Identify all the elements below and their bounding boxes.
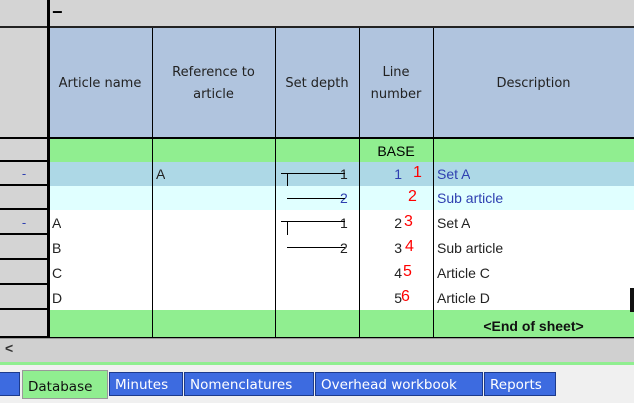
tree-connector-line xyxy=(281,173,345,174)
header-line-number: Line number xyxy=(370,64,422,102)
horizontal-scrollbar[interactable] xyxy=(0,338,634,362)
line-annotation: 1 xyxy=(413,164,422,181)
tree-connector-line xyxy=(287,247,345,248)
header-row xyxy=(48,28,634,139)
table-row[interactable] xyxy=(48,285,634,310)
header-reference: Reference to article xyxy=(172,64,255,102)
row-header[interactable]: - xyxy=(0,210,48,235)
tree-connector-line xyxy=(287,221,288,247)
line-annotation: 5 xyxy=(403,262,412,280)
row-header[interactable] xyxy=(0,310,48,338)
row-header[interactable] xyxy=(0,260,48,285)
table-row[interactable] xyxy=(48,210,634,235)
line-annotation: 6 xyxy=(401,287,410,305)
sheet-tab-overhead-workbook[interactable]: Overhead workbook xyxy=(315,372,483,396)
row-header[interactable] xyxy=(0,139,48,162)
header-article-name: Article name xyxy=(58,75,142,91)
sheet-tab-nomenclatures[interactable]: Nomenclatures xyxy=(184,372,314,396)
group-collapse-button[interactable]: − xyxy=(52,2,63,22)
line-number-cell[interactable]: 3 xyxy=(394,239,402,256)
column-border xyxy=(152,28,153,338)
description-cell[interactable]: Article D xyxy=(437,289,490,306)
group-bar xyxy=(0,0,634,28)
header-description: Description xyxy=(496,75,571,91)
line-annotation: 3 xyxy=(404,212,413,230)
article-name-cell[interactable]: B xyxy=(52,239,62,256)
line-annotation: 4 xyxy=(405,237,414,255)
vertical-scrollbar-thumb[interactable] xyxy=(630,288,634,312)
row-header[interactable] xyxy=(0,235,48,260)
set-depth-cell[interactable]: 1 xyxy=(340,214,348,231)
reference-cell[interactable]: A xyxy=(156,166,166,182)
sheet-tab-reports[interactable]: Reports xyxy=(484,372,556,396)
scroll-left-button[interactable]: < xyxy=(5,340,14,356)
table-row[interactable] xyxy=(48,139,634,162)
sheet-tab-database[interactable]: Database xyxy=(22,370,108,399)
sheet-tab-bs[interactable]: BS xyxy=(0,372,20,396)
tree-connector-line xyxy=(281,221,345,222)
article-name-cell[interactable]: D xyxy=(52,289,63,306)
column-border xyxy=(275,28,276,338)
article-name-cell[interactable]: C xyxy=(52,264,63,281)
description-cell[interactable]: Set A xyxy=(437,166,471,182)
line-number-cell[interactable]: BASE xyxy=(377,142,415,159)
header-set-depth: Set depth xyxy=(285,75,349,91)
end-of-sheet-label: <End of sheet> xyxy=(483,318,584,334)
row-header-border xyxy=(47,0,50,338)
table-row[interactable] xyxy=(48,310,634,338)
line-number-cell[interactable]: 5 xyxy=(394,289,402,306)
line-annotation: 2 xyxy=(408,188,417,205)
article-name-cell[interactable]: A xyxy=(52,214,62,231)
description-cell[interactable]: Article C xyxy=(437,264,490,281)
column-border xyxy=(433,28,434,338)
table-row[interactable] xyxy=(48,260,634,285)
description-cell[interactable]: Set A xyxy=(437,214,471,231)
row-header-top xyxy=(0,28,48,139)
sheet-tab-minutes[interactable]: Minutes xyxy=(109,372,183,396)
line-number-cell[interactable]: 1 xyxy=(394,166,402,182)
row-header[interactable]: - xyxy=(0,162,48,186)
description-cell[interactable]: Sub article xyxy=(437,190,504,206)
row-header[interactable] xyxy=(0,285,48,310)
line-number-cell[interactable]: 2 xyxy=(394,214,402,231)
tree-connector-line xyxy=(287,198,345,199)
set-depth-cell[interactable]: 1 xyxy=(340,166,348,182)
description-cell[interactable]: Sub article xyxy=(437,239,504,256)
line-number-cell[interactable]: 4 xyxy=(394,264,402,281)
row-header[interactable] xyxy=(0,186,48,210)
table-row[interactable] xyxy=(48,162,634,186)
column-border xyxy=(359,28,360,338)
